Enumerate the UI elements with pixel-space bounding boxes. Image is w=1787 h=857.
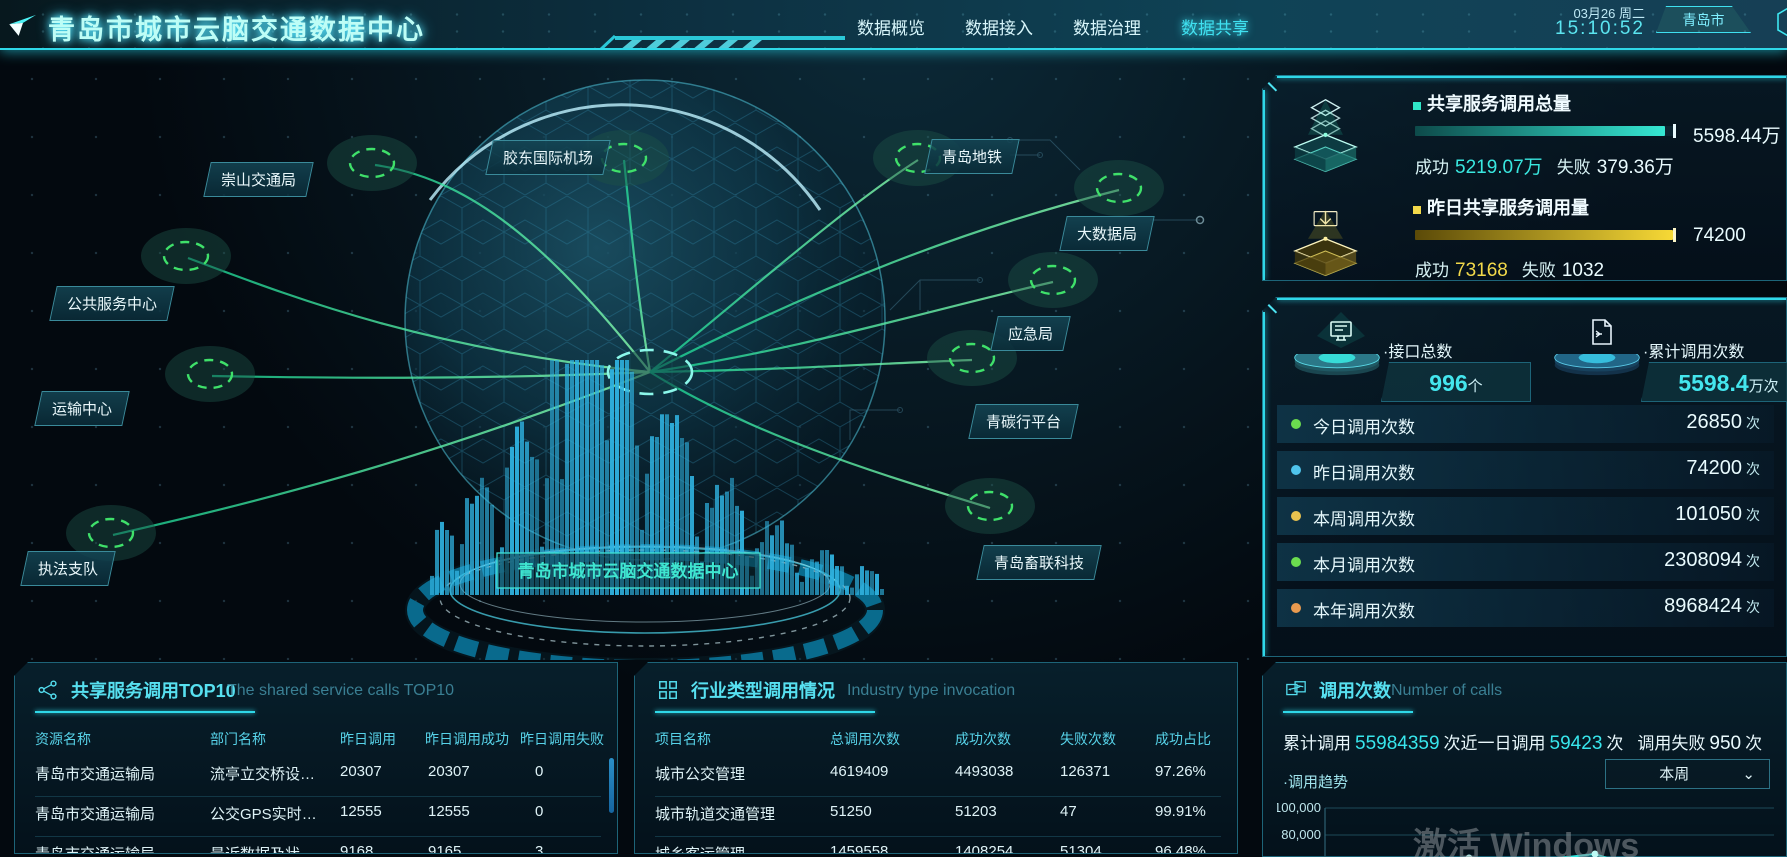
svg-text:80,000: 80,000 [1281,827,1321,842]
svg-text:青岛市城市云脑交通数据中心: 青岛市城市云脑交通数据中心 [518,561,739,581]
svg-text:100,000: 100,000 [1277,803,1321,815]
